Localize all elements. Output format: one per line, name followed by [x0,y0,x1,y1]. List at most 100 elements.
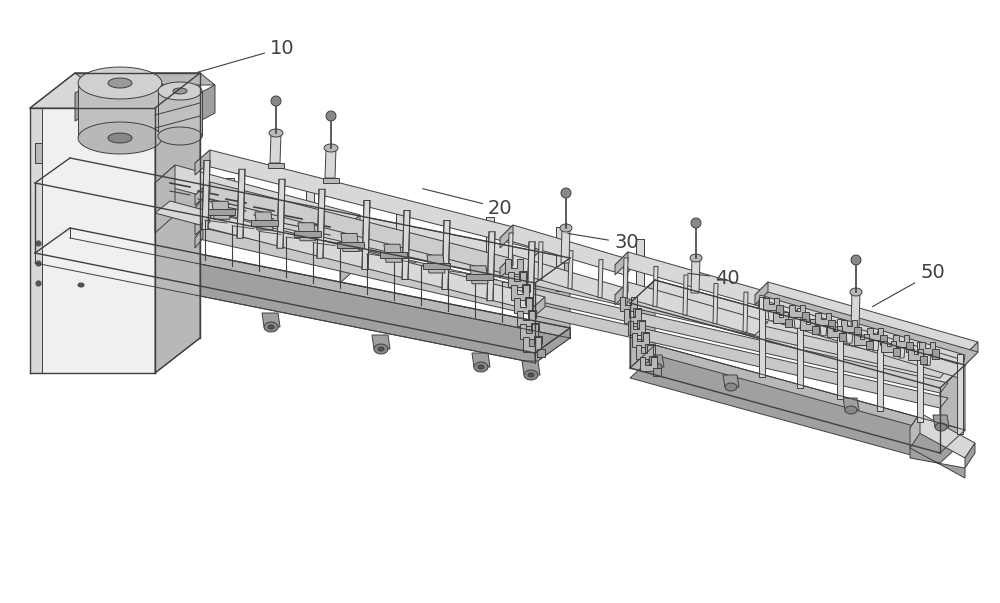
Polygon shape [691,258,700,293]
Polygon shape [380,252,407,258]
Polygon shape [561,188,571,198]
Polygon shape [615,282,628,305]
Text: 40: 40 [688,268,740,288]
Polygon shape [841,320,857,332]
Polygon shape [78,283,84,287]
Polygon shape [935,423,947,431]
Polygon shape [472,353,490,367]
Polygon shape [598,260,603,298]
Polygon shape [866,341,873,349]
Polygon shape [743,292,748,332]
Polygon shape [277,179,285,248]
Polygon shape [965,342,978,365]
Text: 20: 20 [423,189,513,218]
Polygon shape [158,82,202,100]
Polygon shape [374,344,388,354]
Polygon shape [195,213,948,393]
Polygon shape [845,406,857,414]
Polygon shape [755,292,978,365]
Polygon shape [442,221,450,289]
Text: 30: 30 [568,233,639,253]
Polygon shape [910,413,920,448]
Polygon shape [298,223,316,241]
Polygon shape [828,320,835,330]
Polygon shape [522,284,530,292]
Polygon shape [762,305,961,378]
Polygon shape [270,133,281,163]
Polygon shape [851,255,861,265]
Polygon shape [649,356,657,364]
Polygon shape [776,305,783,315]
Polygon shape [630,280,965,388]
Polygon shape [158,91,202,136]
Polygon shape [108,78,132,88]
Polygon shape [690,254,702,262]
Polygon shape [528,373,534,377]
Polygon shape [908,349,923,360]
Polygon shape [633,308,641,316]
Polygon shape [789,305,805,317]
Polygon shape [630,345,965,453]
Polygon shape [653,368,661,376]
Polygon shape [630,355,965,463]
Polygon shape [893,349,900,356]
Polygon shape [155,165,360,233]
Polygon shape [508,272,526,287]
Polygon shape [195,198,203,218]
Polygon shape [872,339,879,350]
Polygon shape [384,244,402,262]
Polygon shape [466,274,493,280]
Polygon shape [519,271,527,279]
Polygon shape [195,182,210,205]
Text: 10: 10 [198,39,295,72]
Polygon shape [640,357,657,371]
Polygon shape [893,335,909,347]
Polygon shape [538,242,543,280]
Polygon shape [155,73,200,373]
Polygon shape [917,342,923,422]
Polygon shape [534,336,542,344]
Polygon shape [527,242,535,311]
Polygon shape [632,333,649,347]
Polygon shape [423,263,450,269]
Polygon shape [487,232,495,301]
Polygon shape [725,383,737,391]
Polygon shape [470,266,488,284]
Polygon shape [620,297,637,311]
Polygon shape [683,275,688,315]
Polygon shape [78,83,162,138]
Polygon shape [35,158,570,283]
Polygon shape [108,133,132,143]
Polygon shape [815,313,831,324]
Polygon shape [200,85,215,121]
Polygon shape [522,361,540,375]
Polygon shape [568,251,573,289]
Polygon shape [212,201,230,219]
Polygon shape [525,297,533,305]
Polygon shape [508,233,513,271]
Polygon shape [785,318,792,326]
Polygon shape [623,267,628,305]
Polygon shape [530,297,545,320]
Polygon shape [35,158,70,253]
Polygon shape [624,309,641,323]
Polygon shape [30,73,200,108]
Polygon shape [768,310,775,321]
Polygon shape [760,300,963,373]
Polygon shape [195,182,545,280]
Polygon shape [511,285,529,300]
Polygon shape [755,282,768,305]
Polygon shape [637,320,645,328]
Polygon shape [75,85,90,121]
Polygon shape [561,228,570,263]
Polygon shape [924,355,931,365]
Polygon shape [195,150,210,175]
Polygon shape [500,225,513,248]
Polygon shape [78,67,162,99]
Text: 50: 50 [872,264,945,307]
Polygon shape [402,210,410,280]
Polygon shape [255,212,273,230]
Polygon shape [478,365,484,369]
Polygon shape [850,288,862,296]
Polygon shape [846,332,853,343]
